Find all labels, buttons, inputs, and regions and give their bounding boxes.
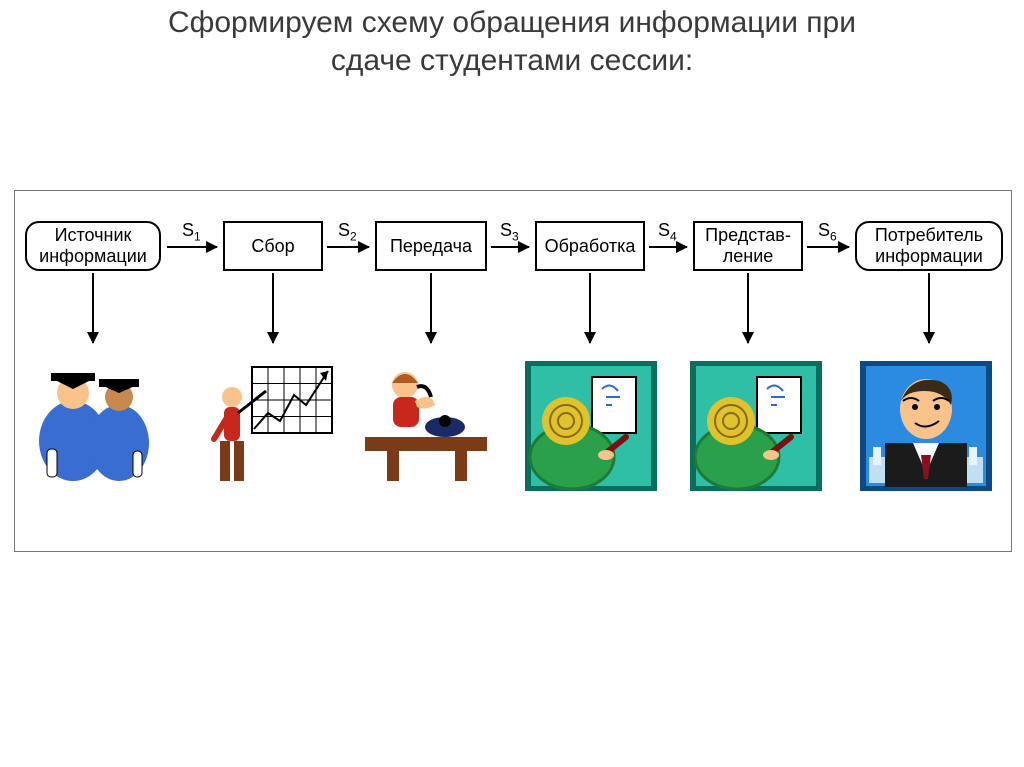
edge-n0-n1	[167, 246, 217, 248]
edge-n1-n2	[327, 246, 369, 248]
node-n4: Представ- ление	[693, 221, 803, 271]
node-n5: Потребитель информации	[855, 221, 1003, 271]
title-line-1: Сформируем схему обращения информации пр…	[0, 4, 1024, 42]
illustration-desk_phone	[355, 361, 497, 491]
node-n0: Источник информации	[25, 221, 161, 271]
edge-label-n4-n5: S6	[818, 220, 837, 244]
illustration-chart_pointer	[200, 361, 342, 491]
title-line-2: сдаче студентами сессии:	[0, 42, 1024, 80]
illustration-suit_sky	[855, 361, 997, 491]
illustration-writer	[685, 361, 827, 491]
edge-label-n1-n2: S2	[338, 220, 357, 244]
illustration-graduates	[25, 361, 167, 491]
edge-n4-n5	[807, 246, 849, 248]
node-n1: Сбор	[223, 221, 323, 271]
page-title: Сформируем схему обращения информации пр…	[0, 4, 1024, 79]
node-n2: Передача	[375, 221, 487, 271]
down-arrow-n1	[272, 273, 274, 343]
edge-n2-n3	[491, 246, 529, 248]
edge-label-n2-n3: S3	[500, 220, 519, 244]
edge-n3-n4	[649, 246, 687, 248]
down-arrow-n2	[430, 273, 432, 343]
illustration-writer	[520, 361, 662, 491]
node-n3: Обработка	[535, 221, 645, 271]
down-arrow-n3	[589, 273, 591, 343]
edge-label-n0-n1: S1	[182, 220, 201, 244]
flow-diagram: Источник информации Сбор	[14, 190, 1012, 552]
edge-label-n3-n4: S4	[658, 220, 677, 244]
down-arrow-n5	[928, 273, 930, 343]
down-arrow-n4	[747, 273, 749, 343]
down-arrow-n0	[92, 273, 94, 343]
